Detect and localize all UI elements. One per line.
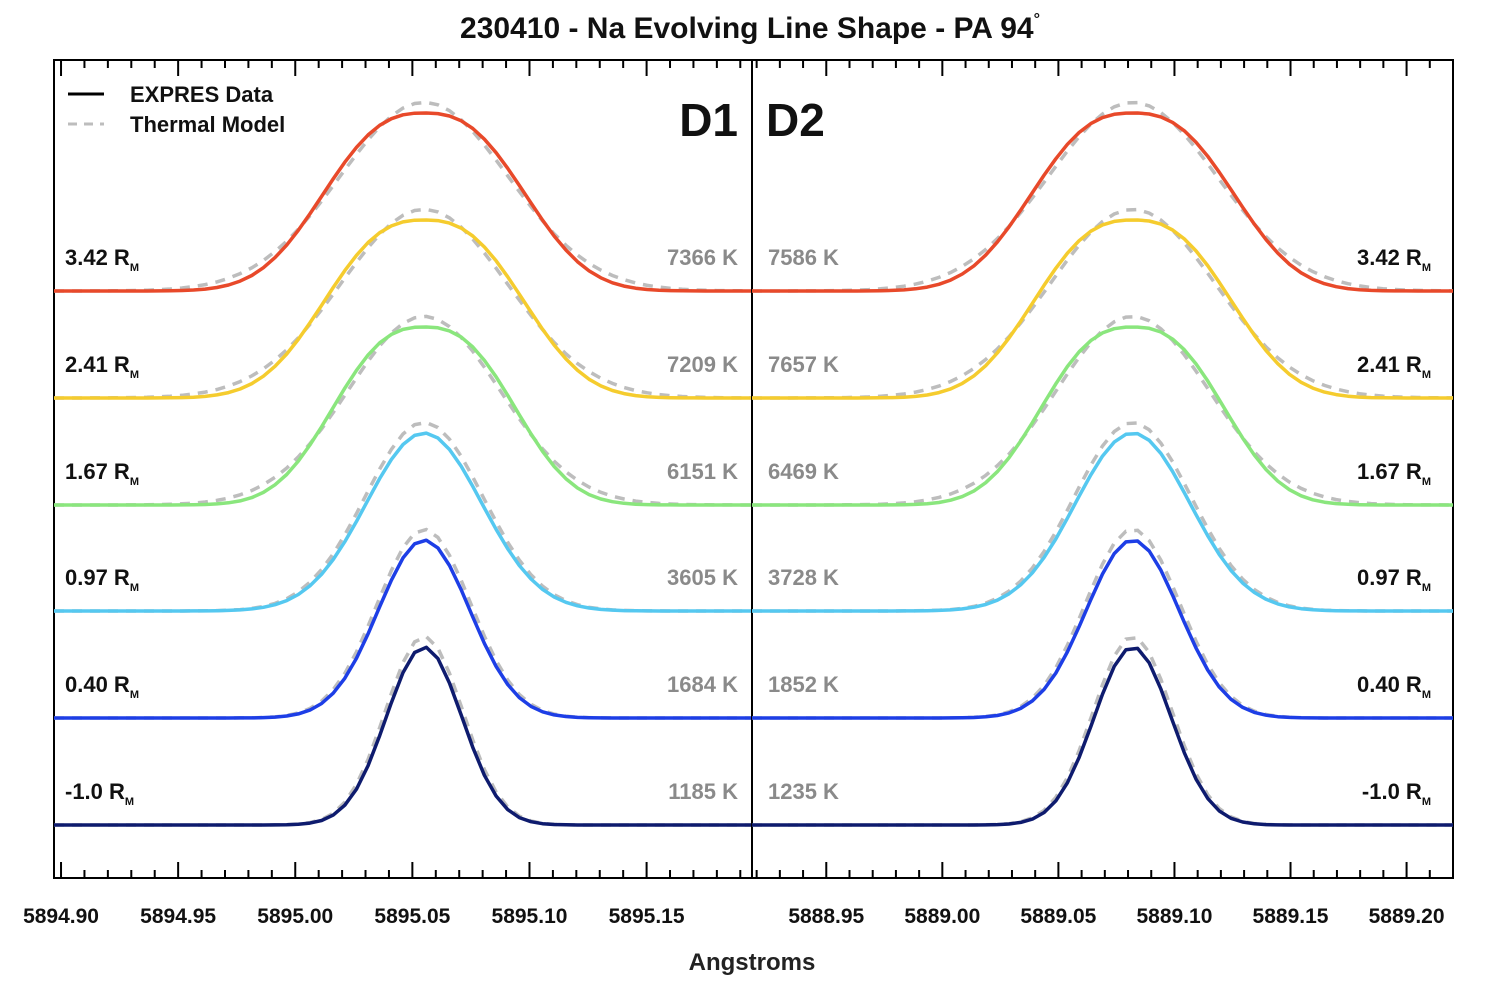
x-tick-label: 5894.90 bbox=[23, 905, 99, 928]
expres-data-line bbox=[752, 646, 1453, 827]
x-tick-label: 5889.15 bbox=[1253, 905, 1329, 928]
temperature-label: 3605 K bbox=[667, 565, 738, 590]
thermal-model-line bbox=[752, 207, 1454, 400]
panel-frame bbox=[53, 59, 753, 879]
expres-data-line bbox=[54, 111, 752, 293]
x-tick-label: 5895.15 bbox=[609, 905, 685, 928]
x-tick-label: 5889.20 bbox=[1369, 905, 1445, 928]
temperature-label: 1852 K bbox=[768, 672, 839, 697]
x-tick-label: 5894.95 bbox=[140, 905, 216, 928]
expres-data-line bbox=[752, 431, 1453, 613]
panel-label: D2 bbox=[766, 94, 825, 146]
thermal-model-line bbox=[54, 314, 752, 507]
x-tick-label: 5889.10 bbox=[1136, 905, 1212, 928]
x-tick-label: 5888.95 bbox=[788, 905, 864, 928]
temperature-label: 1185 K bbox=[668, 779, 738, 804]
x-axis-label: Angstroms bbox=[689, 949, 816, 976]
x-tick-label: 5895.00 bbox=[257, 905, 333, 928]
temperature-label: 7657 K bbox=[768, 352, 839, 377]
distance-label: 0.40 RM bbox=[1357, 672, 1431, 701]
distance-label: 0.97 RM bbox=[65, 565, 139, 594]
chart-title: 230410 - Na Evolving Line Shape - PA 94° bbox=[460, 11, 1040, 45]
panel-d2: 5888.95 5889.00 5889.05 5889.10 5889.15 5889.… bbox=[751, 59, 1454, 928]
expres-data-line bbox=[54, 538, 752, 720]
expres-data-line bbox=[54, 325, 752, 507]
legend-label-model: Thermal Model bbox=[130, 112, 285, 137]
panel-label: D1 bbox=[679, 94, 738, 146]
panel-d1: 5894.90 5894.95 5895.00 5895.05 5895.10 5895.… bbox=[23, 59, 753, 928]
thermal-model-line bbox=[752, 314, 1454, 507]
x-tick-label: 5889.00 bbox=[904, 905, 980, 928]
x-tick-label: 5895.10 bbox=[492, 905, 568, 928]
distance-label: 1.67 RM bbox=[1357, 459, 1431, 488]
temperature-label: 7209 K bbox=[667, 352, 738, 377]
distance-label: 2.41 RM bbox=[1357, 352, 1431, 381]
expres-data-line bbox=[752, 539, 1453, 720]
temperature-label: 6151 K bbox=[667, 459, 738, 484]
thermal-model-line bbox=[54, 634, 752, 827]
distance-label: 0.40 RM bbox=[65, 672, 139, 701]
distance-label: 3.42 RM bbox=[1357, 245, 1431, 274]
x-tick-label: 5889.05 bbox=[1020, 905, 1096, 928]
panel-frame bbox=[751, 59, 1454, 879]
distance-label: -1.0 RM bbox=[65, 779, 134, 808]
distance-label: 1.67 RM bbox=[65, 459, 139, 488]
temperature-label: 7586 K bbox=[768, 245, 839, 270]
expres-data-line bbox=[752, 325, 1453, 507]
distance-label: -1.0 RM bbox=[1362, 779, 1431, 808]
expres-data-line bbox=[54, 645, 752, 827]
legend-label-data: EXPRES Data bbox=[130, 82, 274, 107]
thermal-model-line bbox=[54, 420, 752, 613]
temperature-label: 3728 K bbox=[768, 565, 839, 590]
distance-label: 2.41 RM bbox=[65, 352, 139, 381]
thermal-model-line bbox=[54, 100, 753, 293]
thermal-model-line bbox=[752, 635, 1453, 827]
distance-label: 3.42 RM bbox=[65, 245, 139, 274]
temperature-label: 7366 K bbox=[667, 245, 738, 270]
thermal-model-line bbox=[54, 207, 752, 400]
expres-data-line bbox=[54, 431, 752, 613]
thermal-model-line bbox=[752, 421, 1453, 613]
thermal-model-line bbox=[752, 100, 1454, 293]
expres-data-line bbox=[54, 218, 752, 400]
temperature-label: 1235 K bbox=[768, 779, 839, 804]
temperature-label: 1684 K bbox=[667, 672, 738, 697]
x-tick-label: 5895.05 bbox=[374, 905, 450, 928]
legend: EXPRES Data Thermal Model bbox=[68, 82, 285, 137]
expres-data-line bbox=[752, 218, 1453, 400]
temperature-label: 6469 K bbox=[768, 459, 839, 484]
expres-data-line bbox=[752, 111, 1453, 293]
distance-label: 0.97 RM bbox=[1357, 565, 1431, 594]
